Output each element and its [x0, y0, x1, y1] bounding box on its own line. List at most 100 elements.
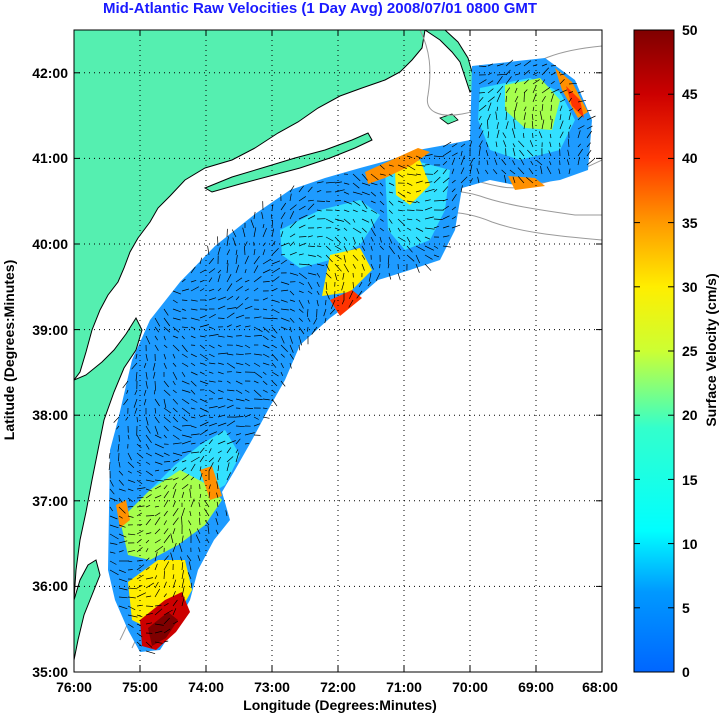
velocity-vector: [198, 547, 201, 553]
velocity-vector: [172, 425, 182, 432]
velocity-vector: [388, 209, 393, 214]
velocity-vector: [118, 470, 124, 476]
velocity-vector: [451, 159, 455, 166]
velocity-vector: [163, 469, 171, 472]
velocity-vector: [145, 380, 148, 389]
velocity-vector: [325, 245, 332, 252]
velocity-vector: [352, 236, 356, 244]
velocity-vector: [217, 397, 223, 400]
velocity-vector: [190, 582, 193, 589]
velocity-vector: [415, 180, 423, 184]
velocity-vector: [289, 204, 297, 211]
velocity-vector: [172, 508, 179, 517]
velocity-vector: [127, 533, 136, 536]
velocity-vector: [163, 555, 169, 562]
velocity-vector: [136, 564, 145, 571]
velocity-vector: [361, 227, 367, 233]
velocity-vector: [118, 533, 127, 538]
velocity-vector: [181, 535, 184, 544]
velocity-vector: [208, 371, 214, 374]
velocity-vector: [153, 371, 156, 379]
velocity-vector: [307, 272, 317, 276]
velocity-vector: [217, 440, 226, 445]
velocity-vector: [235, 324, 241, 328]
velocity-vector: [235, 449, 239, 454]
velocity-vector: [190, 433, 200, 436]
velocity-vector: [217, 414, 225, 418]
velocity-vector: [152, 362, 156, 371]
velocity-vector: [361, 254, 366, 260]
velocity-vector: [244, 362, 251, 367]
velocity-vector: [550, 119, 553, 130]
velocity-vector: [528, 167, 534, 175]
velocity-vector: [216, 501, 219, 508]
velocity-vector: [280, 380, 286, 387]
velocity-vector: [298, 263, 309, 266]
velocity-vector: [253, 316, 262, 319]
velocity-vector: [208, 457, 214, 463]
velocity-vector: [163, 534, 171, 544]
velocity-vector: [154, 623, 164, 626]
velocity-vector: [496, 92, 502, 103]
velocity-vector: [226, 274, 232, 283]
velocity-vector: [406, 254, 415, 262]
velocity-vector: [163, 407, 172, 414]
velocity-vector: [122, 380, 129, 389]
velocity-vector: [586, 109, 592, 112]
velocity-vector: [118, 488, 126, 492]
velocity-vector: [397, 272, 401, 281]
y-tick-label: 40:00: [32, 236, 68, 252]
velocity-vector: [388, 200, 394, 206]
velocity-vector: [523, 79, 529, 85]
velocity-vector: [208, 389, 215, 394]
velocity-vector: [334, 227, 341, 231]
velocity-vector: [154, 380, 156, 391]
velocity-vector: [406, 191, 411, 194]
velocity-vector: [163, 344, 168, 348]
velocity-vector: [406, 164, 416, 171]
velocity-vector: [496, 129, 500, 139]
velocity-vector: [216, 473, 219, 481]
velocity-vector: [181, 596, 185, 607]
velocity-vector: [226, 236, 229, 247]
velocity-vector: [181, 278, 186, 283]
velocity-vector: [586, 158, 595, 166]
velocity-vector: [190, 326, 196, 330]
velocity-vector: [181, 578, 185, 589]
velocity-vector: [154, 588, 161, 598]
velocity-vector: [424, 216, 434, 220]
velocity-vector: [577, 125, 585, 130]
velocity-vector: [451, 179, 456, 184]
velocity-vector: [199, 441, 205, 445]
velocity-vector: [253, 371, 263, 379]
velocity-vector: [550, 104, 552, 112]
velocity-vector: [235, 362, 244, 366]
velocity-vector: [163, 617, 170, 625]
velocity-vector: [568, 97, 572, 103]
velocity-vector: [154, 407, 157, 414]
velocity-vector: [298, 205, 306, 211]
velocity-vector: [217, 405, 226, 409]
velocity-vector: [145, 612, 153, 616]
velocity-vector: [208, 362, 216, 365]
velocity-vector: [424, 245, 435, 251]
velocity-vector: [442, 186, 449, 193]
velocity-vector: [379, 218, 384, 222]
velocity-vector: [289, 326, 292, 333]
velocity-vector: [136, 443, 142, 449]
velocity-vector: [532, 79, 540, 85]
velocity-vector: [154, 545, 164, 553]
velocity-vector: [512, 143, 516, 148]
velocity-vector: [109, 497, 118, 502]
velocity-vector: [226, 398, 234, 402]
velocity-vector: [415, 236, 421, 242]
velocity-vector: [530, 160, 534, 166]
velocity-vector: [154, 539, 161, 544]
velocity-vector: [496, 122, 499, 130]
velocity-vector: [163, 416, 171, 423]
velocity-vector: [187, 572, 192, 580]
velocity-vector: [433, 200, 444, 202]
velocity-vector: [343, 200, 353, 205]
velocity-vector: [113, 416, 120, 423]
velocity-vector: [262, 389, 268, 393]
